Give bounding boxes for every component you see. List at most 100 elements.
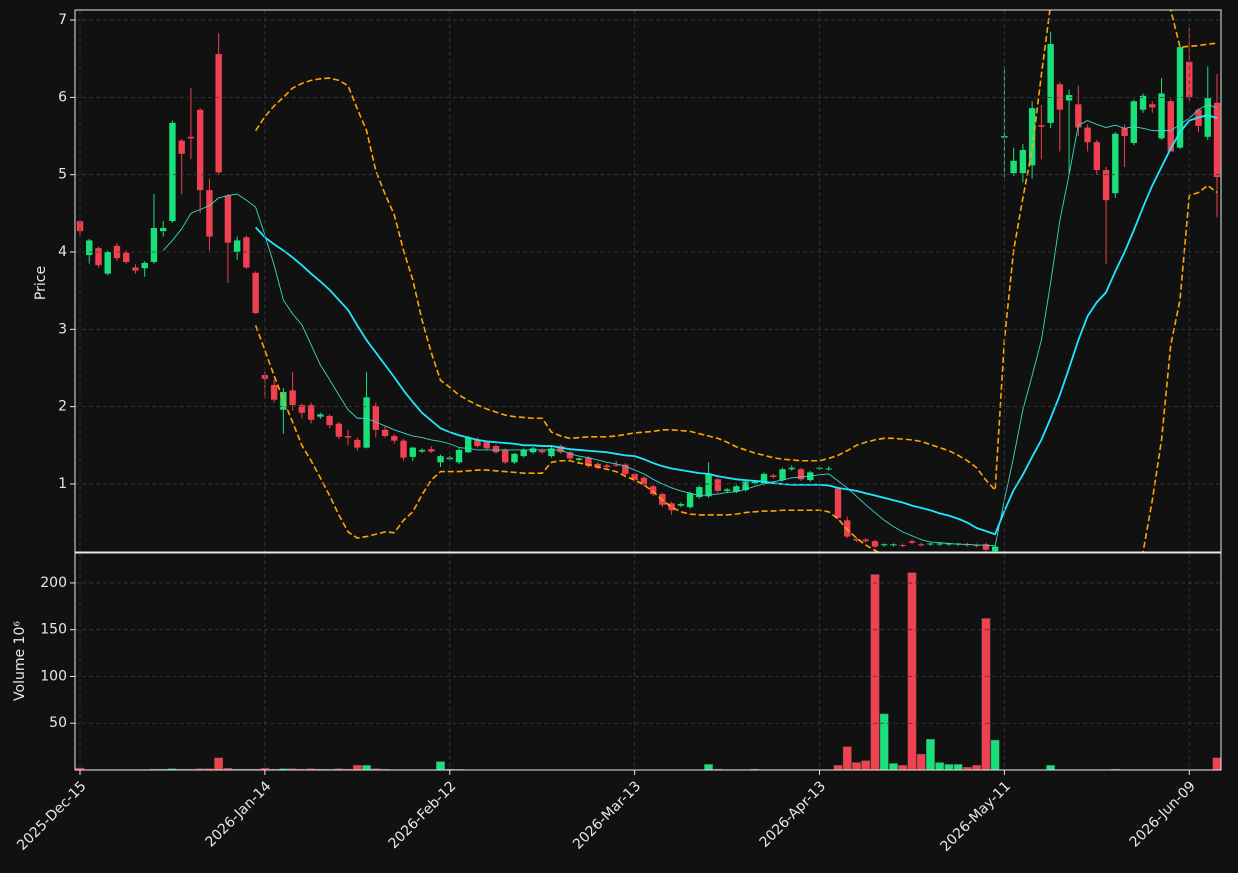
volume-bar: [288, 768, 298, 770]
candle-body: [631, 473, 638, 481]
candle-body: [511, 453, 518, 463]
candle-body: [1213, 102, 1221, 178]
candle-body: [1176, 47, 1184, 148]
y-tick-label: 6: [58, 89, 67, 105]
candle-body: [1019, 149, 1027, 174]
volume-bar: [861, 760, 871, 770]
candle-body: [834, 488, 842, 518]
volume-bar: [972, 765, 982, 770]
candle-body: [760, 473, 768, 484]
candle-body: [132, 267, 139, 271]
volume-bar: [1046, 765, 1056, 770]
candle-body: [1186, 61, 1193, 98]
candle-body: [224, 195, 232, 243]
volume-bar: [214, 757, 224, 770]
candle-body: [86, 240, 93, 256]
candle-body: [1038, 125, 1045, 127]
candle-body: [252, 272, 259, 314]
candle-body: [917, 544, 925, 546]
candle-body: [696, 487, 703, 498]
candle-body: [104, 252, 111, 274]
candle-body: [206, 190, 213, 237]
volume-bar: [889, 763, 898, 770]
candle-body: [751, 481, 759, 484]
volume-bar: [833, 765, 843, 770]
candle-body: [1056, 84, 1064, 110]
volume-bar: [260, 767, 270, 770]
candle-body: [1102, 170, 1110, 201]
candle-body: [603, 465, 611, 467]
candle-body: [437, 456, 444, 463]
volume-bar: [953, 764, 963, 770]
candle-body: [1130, 101, 1138, 143]
candle-body: [973, 545, 980, 547]
y-tick-label: 7: [58, 12, 67, 28]
volume-bar: [278, 768, 288, 770]
y-tick-label: 1: [58, 476, 67, 492]
candle-body: [428, 449, 435, 452]
candle-body: [215, 54, 222, 173]
candle-body: [945, 543, 953, 545]
candle-body: [622, 464, 629, 474]
candle-body: [400, 440, 407, 458]
candle-body: [585, 457, 592, 467]
volume-bar: [898, 765, 908, 770]
candle-body: [881, 544, 888, 546]
volume-bar: [926, 738, 935, 770]
candle-body: [797, 469, 805, 480]
candle-body: [317, 414, 324, 417]
candle-body: [418, 449, 426, 452]
candle-body: [649, 486, 657, 495]
y-tick-label: 5: [58, 167, 67, 183]
volume-bar: [935, 762, 945, 770]
indicator-line: [162, 103, 1218, 547]
volume-bar: [704, 764, 713, 770]
indicator-line: [254, 10, 1218, 491]
candle-body: [483, 442, 490, 449]
candle-body: [381, 429, 389, 437]
candle-body: [409, 447, 416, 457]
candle-body: [1093, 142, 1101, 171]
candle-body: [95, 248, 102, 266]
volume-bar: [981, 618, 991, 770]
y-tick-label: 2: [58, 399, 67, 415]
volume-bar: [75, 767, 85, 770]
candle-body: [686, 493, 694, 508]
candle-body: [927, 543, 934, 545]
volume-bar: [870, 574, 880, 770]
candle-body: [1149, 104, 1156, 108]
candle-body: [723, 489, 731, 491]
candle-body: [862, 539, 869, 542]
volume-bar: [436, 761, 445, 770]
candle-body: [344, 436, 352, 438]
volume-bar: [205, 768, 214, 770]
candle-body: [465, 437, 472, 453]
candle-body: [492, 446, 500, 453]
volume-bar: [306, 768, 316, 770]
candle-body: [733, 486, 740, 492]
price-axis-label: Price: [33, 266, 49, 300]
volume-frame: [74, 552, 1222, 771]
candle-body: [270, 384, 278, 400]
candle-body: [474, 439, 481, 447]
candle-body: [714, 479, 722, 491]
y-tick-label: 100: [40, 668, 67, 684]
candle-body: [677, 504, 685, 506]
indicator-line: [254, 114, 1218, 536]
y-tick-label: 200: [40, 575, 67, 591]
candle-body: [1167, 101, 1174, 152]
candle-body: [363, 397, 370, 448]
candle-body: [113, 245, 121, 259]
volume-bar: [916, 753, 926, 770]
candle-body: [280, 391, 287, 410]
candle-body: [668, 503, 675, 511]
candle-body: [788, 467, 795, 470]
candle-body: [825, 468, 832, 470]
candle-body: [742, 481, 749, 491]
candle-body: [566, 452, 574, 459]
candle-body: [123, 252, 130, 263]
candle-body: [1047, 44, 1054, 123]
volume-bar: [944, 764, 954, 770]
